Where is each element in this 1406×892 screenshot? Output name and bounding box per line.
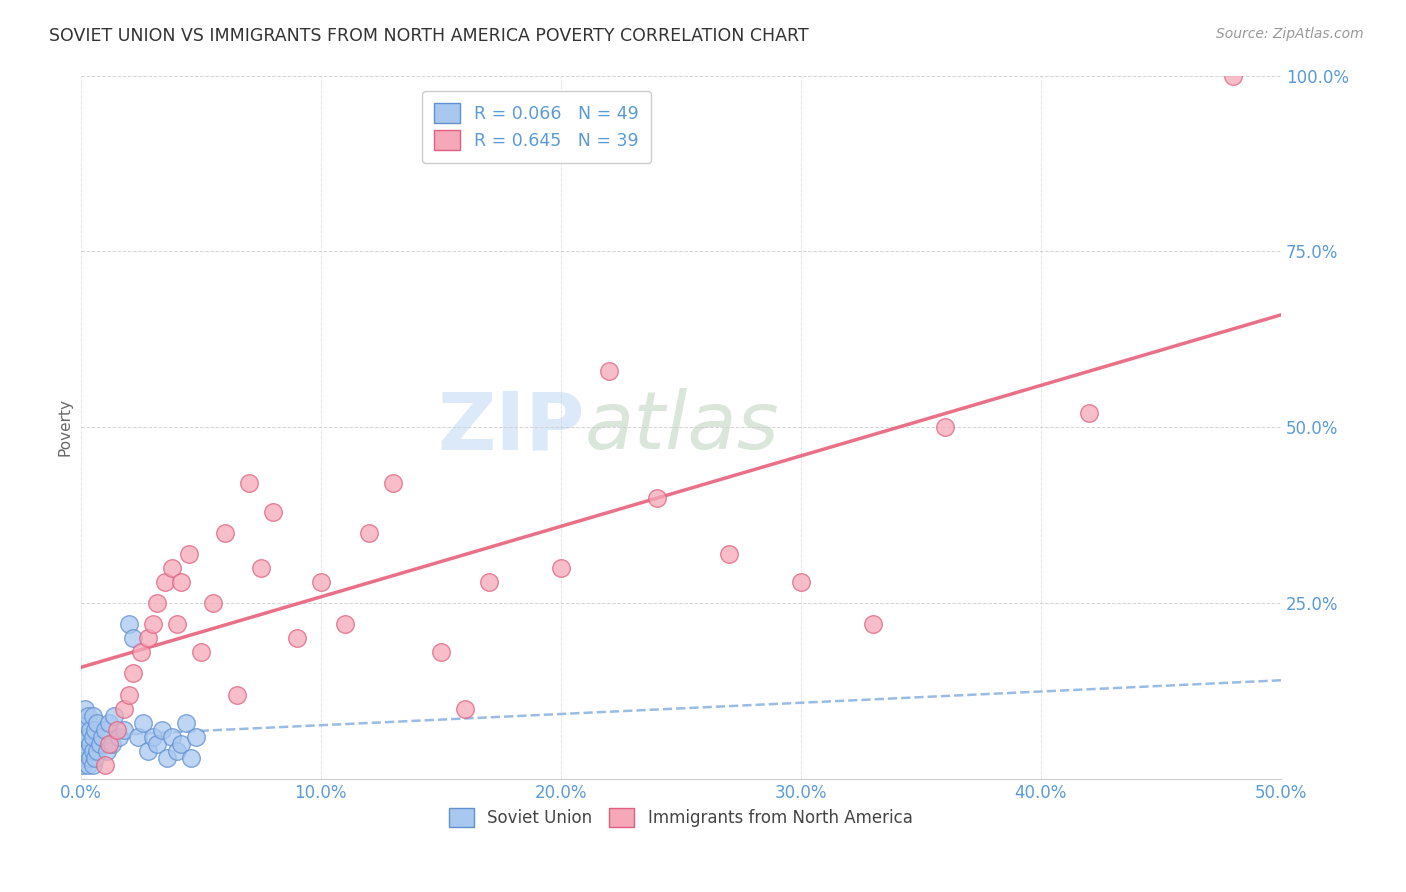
- Point: [82, 744, 104, 758]
- Point: [129, 645, 152, 659]
- Point: [166, 744, 188, 758]
- Point: [141, 617, 163, 632]
- Point: [72, 757, 94, 772]
- Point: [75, 701, 97, 715]
- Point: [550, 561, 572, 575]
- Point: [79, 737, 101, 751]
- Point: [82, 708, 104, 723]
- Point: [75, 737, 97, 751]
- Point: [122, 666, 145, 681]
- Y-axis label: Poverty: Poverty: [58, 398, 72, 456]
- Point: [238, 476, 260, 491]
- Point: [249, 561, 271, 575]
- Point: [84, 751, 107, 765]
- Point: [132, 715, 155, 730]
- Point: [76, 708, 98, 723]
- Point: [225, 688, 247, 702]
- Point: [717, 547, 740, 561]
- Point: [429, 645, 451, 659]
- Point: [150, 723, 173, 737]
- Point: [146, 737, 169, 751]
- Point: [166, 617, 188, 632]
- Point: [141, 730, 163, 744]
- Point: [201, 596, 224, 610]
- Point: [381, 476, 404, 491]
- Point: [262, 505, 284, 519]
- Point: [72, 723, 94, 737]
- Point: [1222, 69, 1244, 83]
- Point: [1077, 406, 1099, 420]
- Point: [76, 757, 98, 772]
- Point: [98, 715, 121, 730]
- Point: [156, 751, 179, 765]
- Point: [84, 723, 107, 737]
- Point: [170, 737, 193, 751]
- Point: [180, 751, 202, 765]
- Point: [93, 723, 115, 737]
- Point: [117, 617, 139, 632]
- Point: [136, 632, 159, 646]
- Point: [153, 574, 176, 589]
- Point: [357, 525, 380, 540]
- Text: Source: ZipAtlas.com: Source: ZipAtlas.com: [1216, 27, 1364, 41]
- Point: [127, 730, 149, 744]
- Point: [309, 574, 332, 589]
- Text: SOVIET UNION VS IMMIGRANTS FROM NORTH AMERICA POVERTY CORRELATION CHART: SOVIET UNION VS IMMIGRANTS FROM NORTH AM…: [49, 27, 808, 45]
- Point: [82, 730, 104, 744]
- Point: [75, 730, 97, 744]
- Point: [72, 744, 94, 758]
- Point: [160, 561, 183, 575]
- Point: [285, 632, 308, 646]
- Point: [645, 491, 668, 505]
- Point: [72, 737, 94, 751]
- Point: [79, 751, 101, 765]
- Point: [170, 574, 193, 589]
- Point: [98, 737, 121, 751]
- Point: [174, 715, 197, 730]
- Point: [76, 744, 98, 758]
- Point: [103, 708, 125, 723]
- Point: [72, 715, 94, 730]
- Point: [214, 525, 236, 540]
- Point: [93, 757, 115, 772]
- Point: [184, 730, 207, 744]
- Point: [108, 730, 131, 744]
- Legend: Soviet Union, Immigrants from North America: Soviet Union, Immigrants from North Amer…: [443, 801, 920, 834]
- Point: [75, 751, 97, 765]
- Point: [86, 744, 108, 758]
- Point: [453, 701, 475, 715]
- Text: atlas: atlas: [585, 388, 779, 467]
- Point: [598, 364, 620, 378]
- Point: [76, 730, 98, 744]
- Point: [112, 701, 135, 715]
- Point: [333, 617, 356, 632]
- Point: [160, 730, 183, 744]
- Point: [146, 596, 169, 610]
- Point: [91, 730, 114, 744]
- Point: [190, 645, 212, 659]
- Point: [79, 723, 101, 737]
- Point: [105, 723, 128, 737]
- Point: [177, 547, 200, 561]
- Point: [790, 574, 813, 589]
- Point: [82, 757, 104, 772]
- Point: [117, 688, 139, 702]
- Point: [96, 744, 118, 758]
- Point: [122, 632, 145, 646]
- Point: [89, 737, 111, 751]
- Point: [112, 723, 135, 737]
- Point: [75, 715, 97, 730]
- Point: [478, 574, 501, 589]
- Point: [136, 744, 159, 758]
- Point: [934, 420, 956, 434]
- Point: [86, 715, 108, 730]
- Point: [862, 617, 884, 632]
- Text: ZIP: ZIP: [437, 388, 585, 467]
- Point: [100, 737, 122, 751]
